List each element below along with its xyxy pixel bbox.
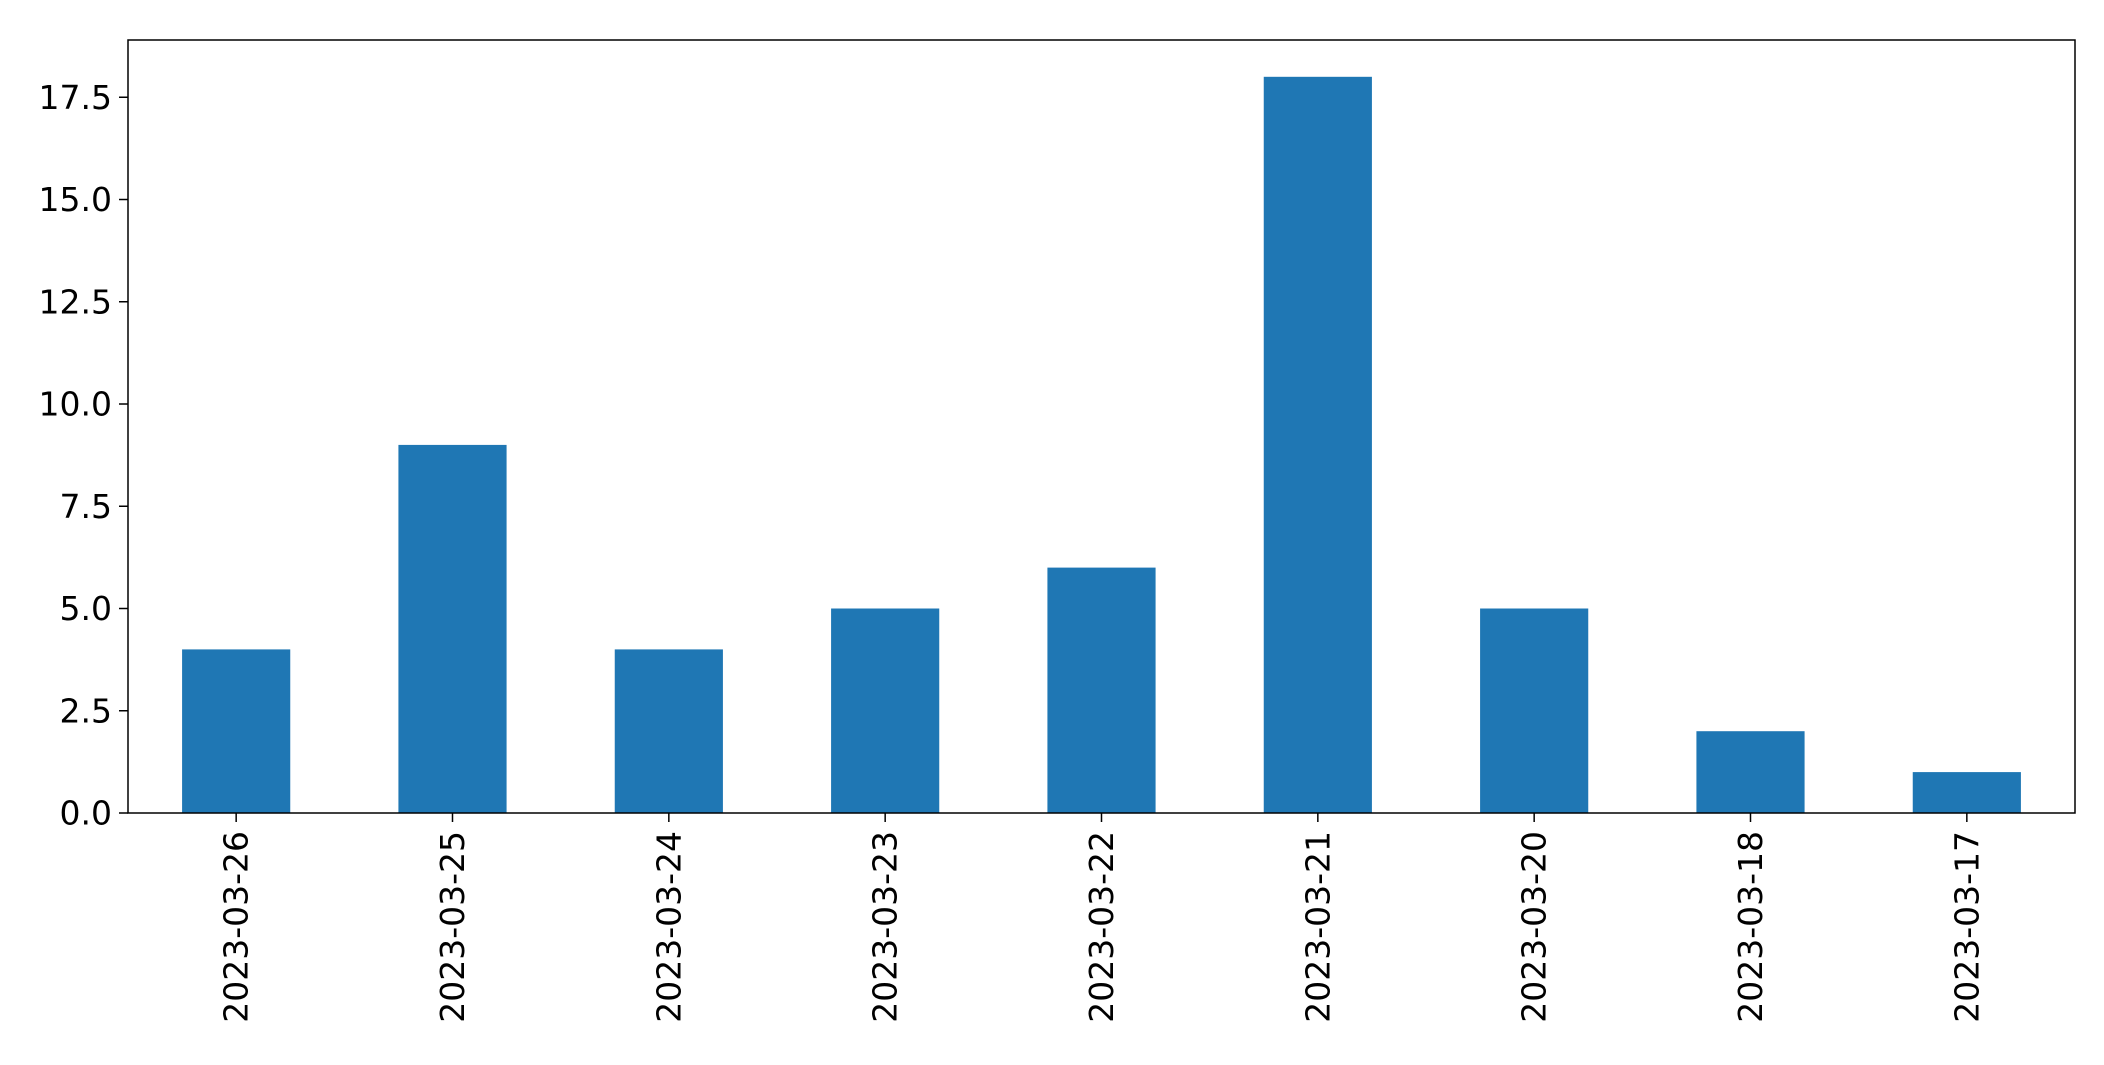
x-tick-label: 2023-03-18 bbox=[1731, 831, 1770, 1023]
x-tick-label: 2023-03-23 bbox=[866, 831, 905, 1023]
y-tick-label: 0.0 bbox=[60, 794, 112, 833]
bar-2023-03-23 bbox=[831, 608, 940, 813]
x-tick-label: 2023-03-25 bbox=[433, 831, 472, 1023]
y-axis: 0.0 2.5 5.0 7.5 10.0 12.5 15.0 17.5 bbox=[39, 78, 128, 833]
y-tick-label: 15.0 bbox=[39, 180, 112, 219]
y-tick-label: 12.5 bbox=[39, 282, 112, 321]
bar-2023-03-21 bbox=[1263, 76, 1372, 814]
bar-2023-03-22 bbox=[1047, 567, 1156, 813]
bar-2023-03-17 bbox=[1912, 772, 2021, 813]
y-tick-label: 5.0 bbox=[60, 589, 112, 628]
x-tick-label: 2023-03-21 bbox=[1298, 831, 1337, 1023]
plot-frame bbox=[127, 39, 2076, 814]
x-tick-label: 2023-03-26 bbox=[217, 831, 256, 1023]
bars-group bbox=[182, 76, 2021, 814]
bar-2023-03-26 bbox=[182, 649, 291, 813]
y-tick-label: 2.5 bbox=[60, 691, 112, 730]
y-tick-label: 17.5 bbox=[39, 78, 112, 117]
y-tick-label: 7.5 bbox=[60, 487, 112, 526]
bar-2023-03-20 bbox=[1480, 608, 1589, 813]
x-axis: 2023-03-26 2023-03-25 2023-03-24 2023-03-23… bbox=[217, 813, 1986, 1023]
x-tick-label: 2023-03-17 bbox=[1947, 831, 1986, 1023]
bar-2023-03-24 bbox=[614, 649, 723, 813]
x-tick-label: 2023-03-20 bbox=[1515, 831, 1554, 1023]
x-tick-label: 2023-03-24 bbox=[649, 831, 688, 1023]
bar-2023-03-18 bbox=[1696, 731, 1805, 813]
x-tick-label: 2023-03-22 bbox=[1082, 831, 1121, 1023]
y-tick-label: 10.0 bbox=[39, 385, 112, 424]
bar-2023-03-25 bbox=[398, 444, 507, 813]
